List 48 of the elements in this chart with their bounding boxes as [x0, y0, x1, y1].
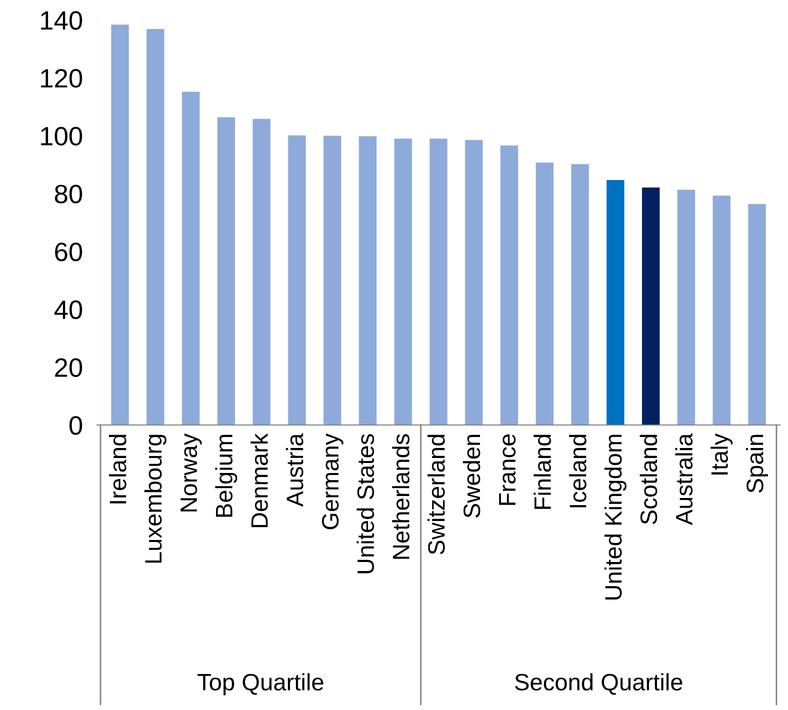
bar [146, 28, 164, 425]
bar [288, 135, 306, 425]
y-tick-label: 100 [41, 126, 82, 146]
bar [217, 117, 236, 425]
x-tick-label: Spain [746, 434, 768, 493]
x-tick-label: Belgium [215, 434, 238, 517]
x-tick-label: Luxembourg [144, 434, 166, 563]
y-tick-label: 60 [55, 242, 82, 262]
bar [252, 118, 270, 425]
bar [500, 146, 518, 425]
x-tick-label: France [499, 434, 516, 505]
y-tick-label: 80 [54, 184, 82, 204]
bar [323, 136, 342, 425]
x-tick-label: Italy [710, 433, 733, 474]
x-tick-label: Australia [675, 433, 693, 526]
x-tick-label: Norway [180, 433, 202, 512]
bar [677, 190, 696, 425]
x-tick-label: Finland [534, 434, 552, 509]
x-tick-label: Sweden [462, 434, 480, 518]
bar [430, 138, 448, 425]
y-tick-label: 40 [54, 300, 82, 320]
bar [394, 138, 412, 425]
y-tick-label: 20 [55, 358, 82, 377]
bar [111, 24, 129, 425]
bar [536, 162, 554, 425]
y-tick-label: 120 [41, 68, 82, 88]
text: Second Quartile [515, 673, 682, 695]
bar [182, 92, 200, 425]
x-tick-label: Switzerland [427, 434, 445, 554]
x-tick-label: Austria [286, 433, 304, 507]
bar [465, 140, 483, 425]
x-tick-label: Denmark [250, 433, 268, 528]
bar [358, 136, 377, 425]
x-tick-label: Netherlands [392, 434, 410, 559]
text: Top Quartile [198, 673, 324, 696]
y-tick-label: 0 [69, 416, 82, 435]
x-tick-label: Scotland [640, 434, 658, 524]
x-tick-label: Ireland [109, 434, 126, 504]
bar [642, 187, 660, 425]
bar [712, 196, 730, 425]
x-tick-label: Germany [322, 433, 344, 530]
bar [571, 164, 589, 425]
x-tick-label: United States [356, 434, 374, 574]
bar [606, 180, 624, 425]
x-tick-label: Iceland [569, 434, 586, 508]
x-tick-label: United Kingdom [604, 434, 626, 600]
bar [748, 204, 766, 425]
y-tick-label: 140 [41, 11, 82, 30]
